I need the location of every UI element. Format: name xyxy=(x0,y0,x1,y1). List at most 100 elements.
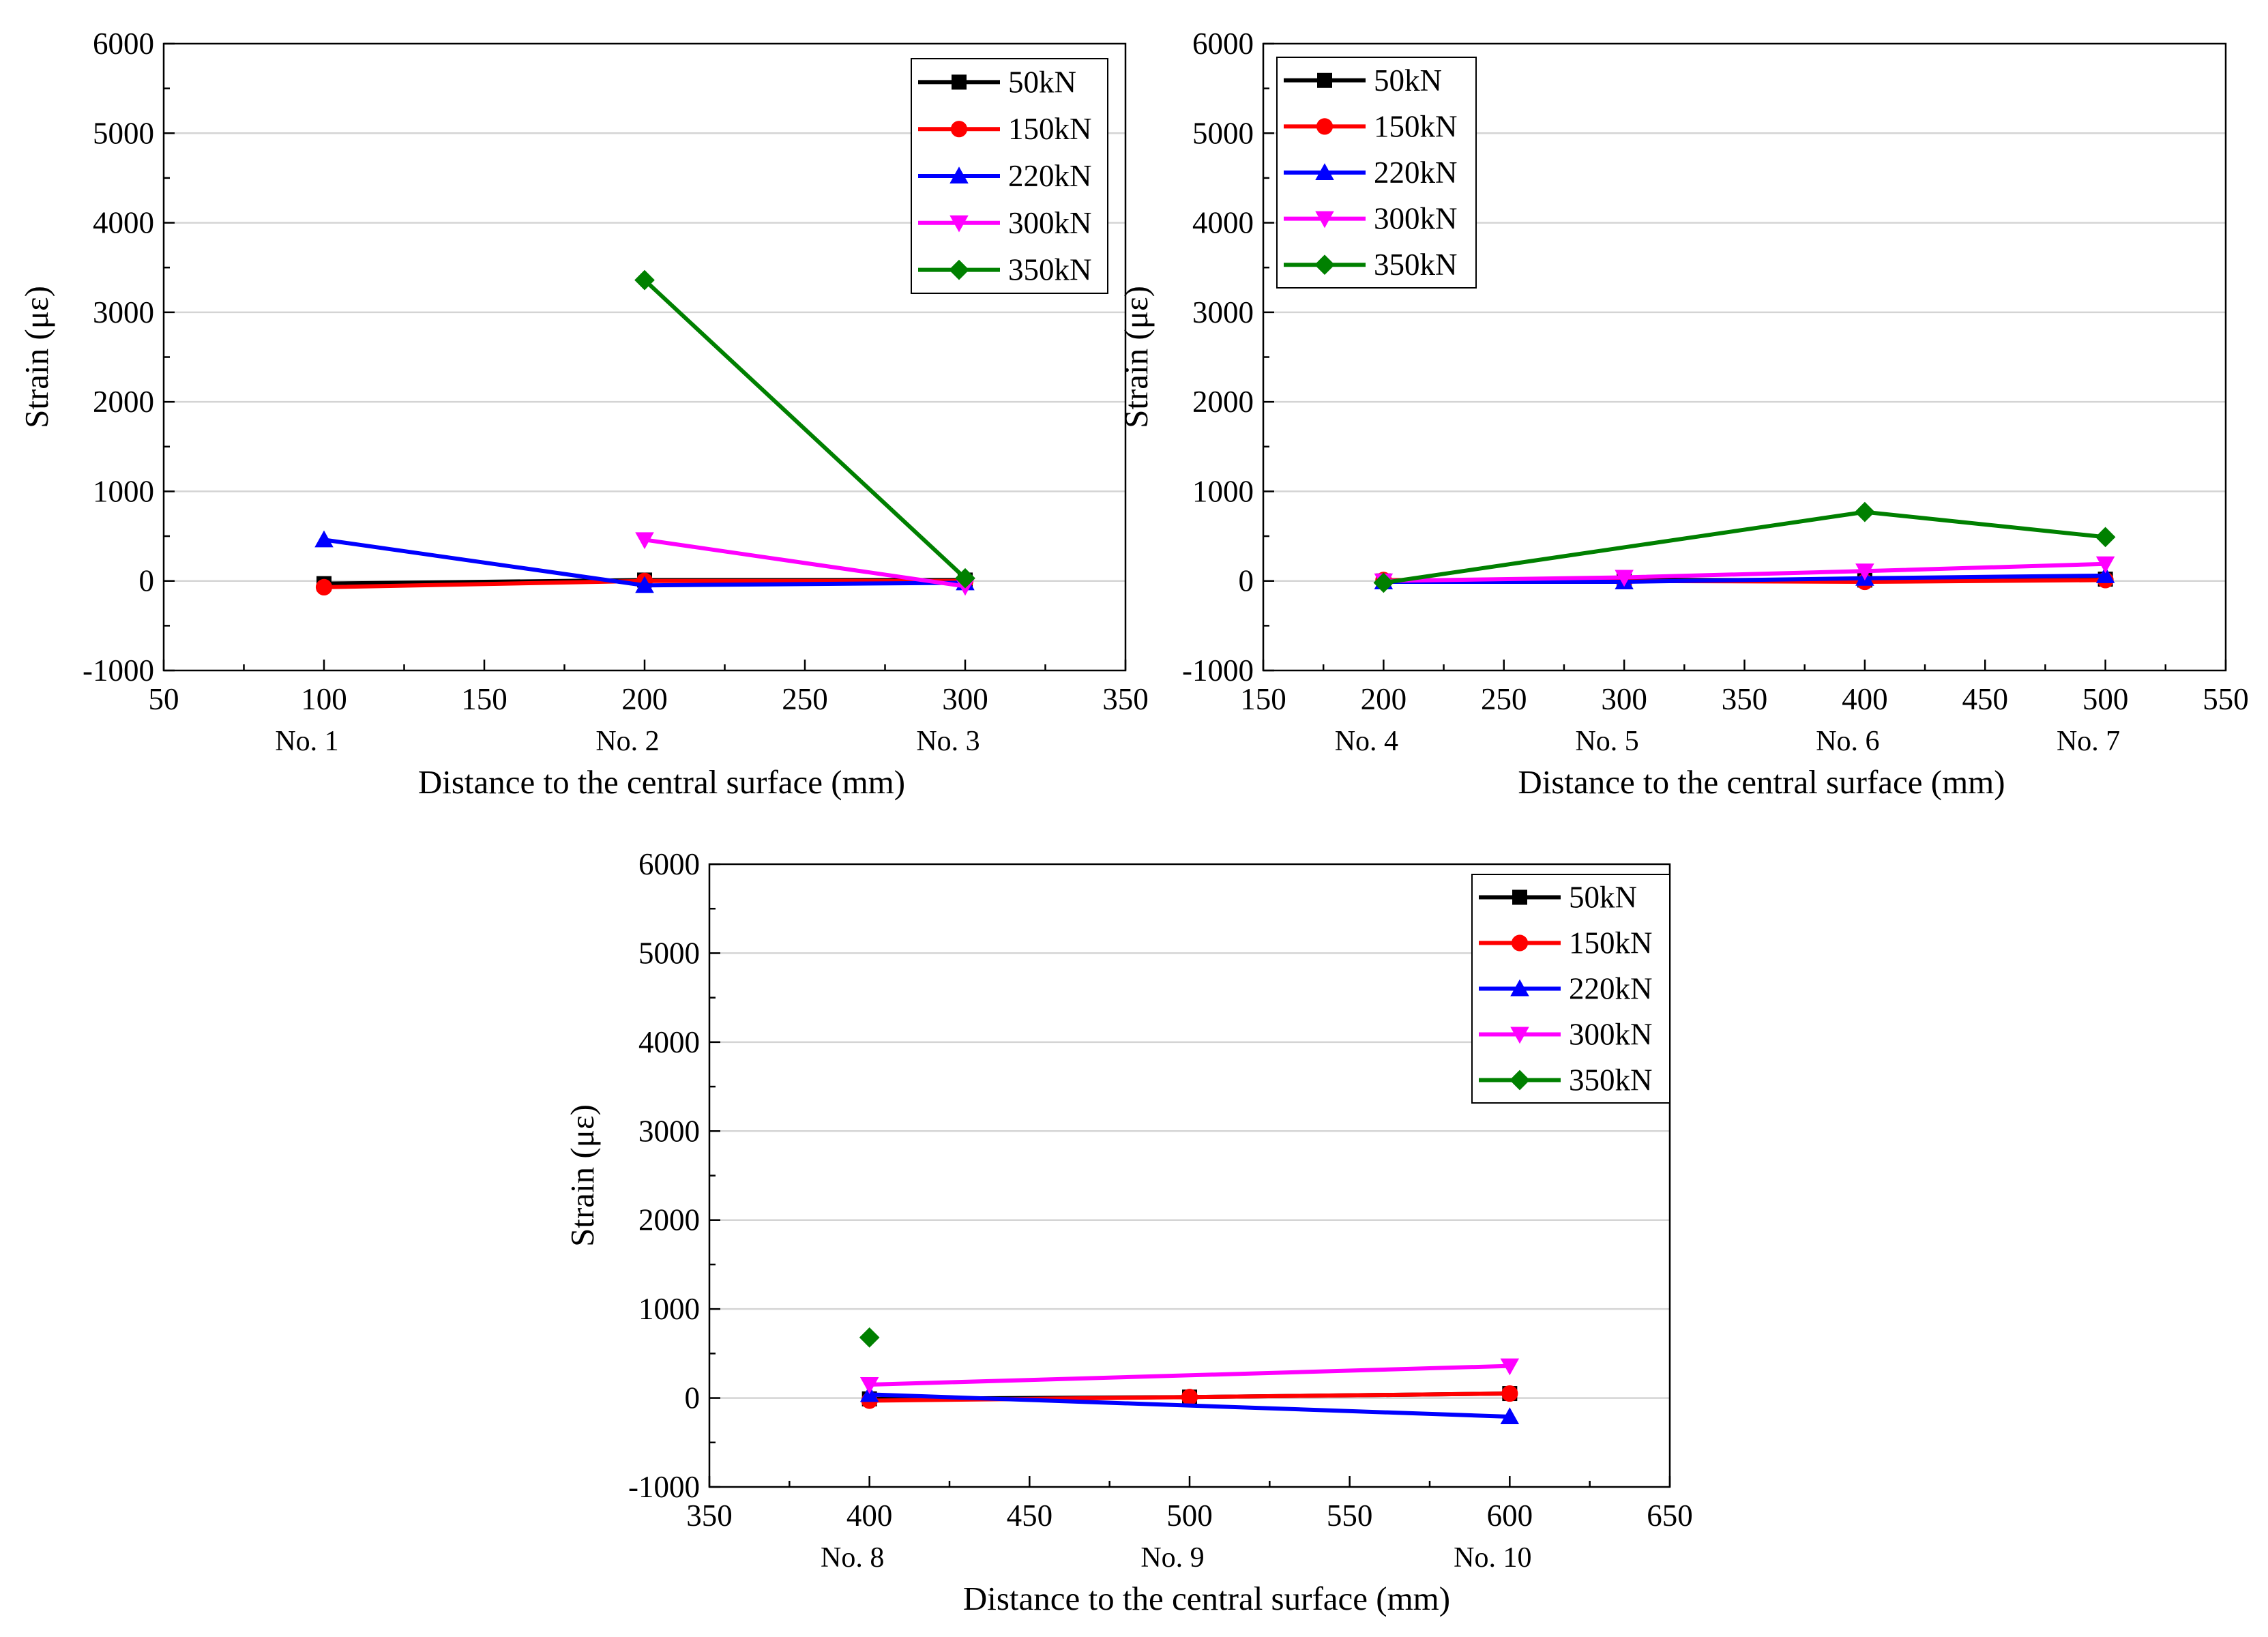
p1-data-point-300kN xyxy=(635,532,654,550)
p1-y-tick-label: 1000 xyxy=(93,474,154,508)
p2-legend-swatch-marker xyxy=(1315,163,1334,180)
p2-legend-label: 300kN xyxy=(1374,202,1458,236)
p1-x-tick-label: 350 xyxy=(1102,682,1149,716)
p1-data-point-220kN xyxy=(314,530,334,548)
p1-gauge-label: No. 3 xyxy=(916,726,980,757)
p1-series-line-350kN xyxy=(643,278,967,580)
p2-legend-swatch-marker xyxy=(1316,118,1334,135)
p3-legend-label: 300kN xyxy=(1569,1018,1653,1052)
p3-x-axis-title: Distance to the central surface (mm) xyxy=(963,1580,1450,1617)
p2-y-tick-label: 6000 xyxy=(1192,27,1254,61)
p2-gauge-label: No. 7 xyxy=(2057,726,2120,757)
p1-data-point-220kN xyxy=(635,576,654,593)
p1-x-tick-label: 150 xyxy=(461,682,507,716)
p3-x-tick-label: 600 xyxy=(1487,1499,1533,1533)
p3-y-tick-label: 2000 xyxy=(638,1203,700,1237)
p2-x-tick-label: 450 xyxy=(1962,682,2009,716)
p1-legend-label: 350kN xyxy=(1008,253,1092,287)
p3-series-line-220kN xyxy=(869,1392,1510,1419)
p2-legend-swatch-marker xyxy=(1315,211,1334,228)
p1-x-tick-label: 50 xyxy=(149,682,179,716)
p3-legend-label: 50kN xyxy=(1569,881,1637,915)
p3-series-line-300kN xyxy=(869,1363,1510,1387)
p1-legend-label: 50kN xyxy=(1008,65,1076,99)
p2-x-axis-title: Distance to the central surface (mm) xyxy=(1518,763,2005,801)
p3-x-tick-label: 650 xyxy=(1647,1499,1693,1533)
p3-y-axis-title: Strain (με) xyxy=(563,1104,601,1247)
p3-y-tick-label: 4000 xyxy=(638,1025,700,1059)
p2-x-tick-label: 250 xyxy=(1481,682,1527,716)
p2-y-tick-label: 4000 xyxy=(1192,206,1254,240)
p2-series-line-220kN xyxy=(1383,573,2106,585)
p3-y-tick-label: -1000 xyxy=(628,1470,700,1504)
p2-y-tick-label: 2000 xyxy=(1192,385,1254,419)
p3-legend-swatch-marker xyxy=(1510,979,1529,997)
p2-x-tick-label: 150 xyxy=(1240,682,1286,716)
p1-y-tick-label: 6000 xyxy=(93,27,154,61)
p3-data-point-150kN xyxy=(1181,1389,1198,1406)
p2-y-tick-label: 3000 xyxy=(1192,295,1254,329)
p2-x-tick-label: 400 xyxy=(1842,682,1888,716)
p2-legend-swatch-marker xyxy=(1317,72,1332,88)
p3-data-point-220kN xyxy=(1500,1407,1520,1424)
p1-x-tick-label: 250 xyxy=(782,682,828,716)
p2-data-point-350kN xyxy=(2095,527,2116,548)
p1-legend-swatch-marker xyxy=(949,259,969,280)
p3-gauge-label: No. 8 xyxy=(821,1542,884,1574)
p2-x-tick-label: 550 xyxy=(2203,682,2249,716)
p3-x-tick-label: 450 xyxy=(1007,1499,1053,1533)
p2-data-point-300kN xyxy=(1615,570,1634,587)
p1-x-tick-label: 100 xyxy=(301,682,347,716)
p2-gauge-label: No. 4 xyxy=(1335,726,1398,757)
p1-x-tick-label: 300 xyxy=(942,682,988,716)
p1-data-point-350kN xyxy=(955,567,975,589)
p2-y-tick-label: 1000 xyxy=(1192,474,1254,508)
p2-data-point-300kN xyxy=(1855,563,1874,581)
p1-gauge-label: No. 2 xyxy=(595,726,659,757)
chart-top-left: -1000 0 1000 2000 3000 4000 5000 6000 50 100 150 20… xyxy=(18,27,1149,801)
p1-y-tick-label: 3000 xyxy=(93,295,154,329)
p2-x-tick-label: 350 xyxy=(1722,682,1768,716)
p1-data-point-350kN xyxy=(634,269,655,291)
p3-legend-swatch-marker xyxy=(1510,1027,1529,1044)
p3-data-point-350kN xyxy=(859,1327,880,1348)
p2-gauge-label: No. 6 xyxy=(1816,726,1879,757)
p2-y-tick-label: -1000 xyxy=(1182,653,1254,688)
p3-data-point-150kN xyxy=(1501,1385,1518,1402)
p3-x-tick-label: 400 xyxy=(846,1499,893,1533)
p3-data-point-300kN xyxy=(1500,1358,1520,1376)
p3-y-tick-label: 1000 xyxy=(638,1292,700,1326)
p3-legend-label: 150kN xyxy=(1569,926,1653,960)
p3-x-tick-label: 550 xyxy=(1327,1499,1373,1533)
p2-legend-label: 350kN xyxy=(1374,248,1458,282)
p1-legend-label: 300kN xyxy=(1008,206,1092,240)
p2-series-line-300kN xyxy=(1383,561,2106,583)
p2-data-point-350kN xyxy=(1855,501,1875,522)
p1-legend-label: 150kN xyxy=(1008,112,1092,146)
p1-series-line-300kN xyxy=(644,537,966,589)
p2-legend-label: 50kN xyxy=(1374,63,1442,98)
p3-y-tick-label: 5000 xyxy=(638,936,700,970)
p2-y-axis-title: Strain (με) xyxy=(1119,286,1155,428)
chart-bottom: -1000 0 1000 2000 3000 4000 5000 6000 350 400 450 5… xyxy=(563,847,1693,1617)
p2-y-tick-label: 0 xyxy=(1239,564,1254,598)
p2-legend-label: 220kN xyxy=(1374,156,1458,190)
p1-legend-swatch-marker xyxy=(949,215,969,233)
p1-gauge-label: No. 1 xyxy=(275,726,338,757)
p3-x-tick-label: 350 xyxy=(686,1499,733,1533)
p3-legend-swatch-marker xyxy=(1511,934,1529,952)
p1-legend-swatch-marker xyxy=(952,74,967,90)
p3-legend-swatch-marker xyxy=(1512,889,1527,905)
p1-y-axis-title: Strain (με) xyxy=(18,286,55,428)
p3-data-point-300kN xyxy=(859,1377,879,1394)
p2-y-tick-label: 5000 xyxy=(1192,116,1254,150)
p3-gauge-label: No. 10 xyxy=(1454,1542,1531,1574)
p1-y-tick-label: 4000 xyxy=(93,206,154,240)
p2-data-point-220kN xyxy=(2095,566,2115,583)
p1-legend-swatch-marker xyxy=(949,166,969,183)
p3-legend-label: 350kN xyxy=(1569,1063,1653,1097)
p1-y-tick-label: 5000 xyxy=(93,116,154,150)
p3-gauge-label: No. 9 xyxy=(1140,1542,1204,1574)
p3-y-tick-label: 6000 xyxy=(638,847,700,881)
p3-legend-label: 220kN xyxy=(1569,972,1653,1006)
